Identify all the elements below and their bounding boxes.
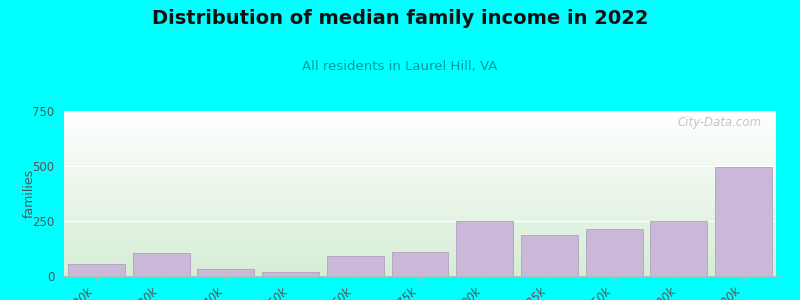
Text: Distribution of median family income in 2022: Distribution of median family income in …	[152, 9, 648, 28]
Text: All residents in Laurel Hill, VA: All residents in Laurel Hill, VA	[302, 60, 498, 73]
Bar	[326, 256, 384, 276]
Bar	[68, 264, 125, 276]
Bar	[586, 229, 642, 276]
Bar	[391, 252, 449, 276]
Bar	[262, 272, 319, 276]
Bar	[715, 167, 772, 276]
Y-axis label: families: families	[22, 169, 36, 218]
Bar	[198, 269, 254, 276]
Text: City-Data.com: City-Data.com	[678, 116, 762, 129]
Bar	[521, 235, 578, 276]
Bar	[133, 253, 190, 276]
Bar	[650, 220, 707, 276]
Bar	[456, 221, 514, 276]
